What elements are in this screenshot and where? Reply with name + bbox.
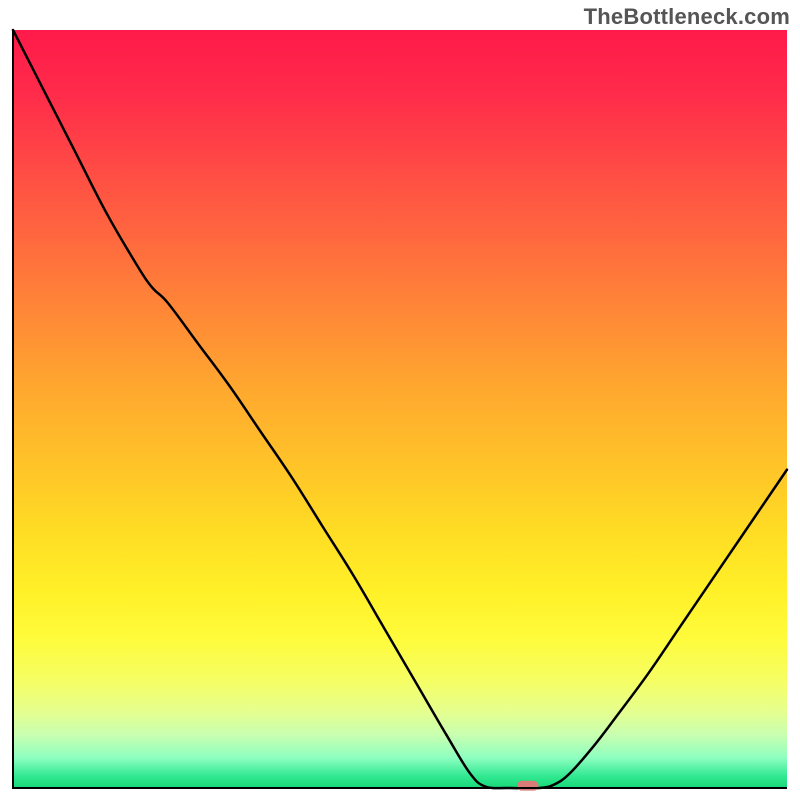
plot-background (13, 30, 787, 788)
bottleneck-chart (0, 0, 800, 800)
optimum-marker (517, 781, 539, 791)
watermark-label: TheBottleneck.com (584, 4, 790, 30)
chart-container: TheBottleneck.com (0, 0, 800, 800)
